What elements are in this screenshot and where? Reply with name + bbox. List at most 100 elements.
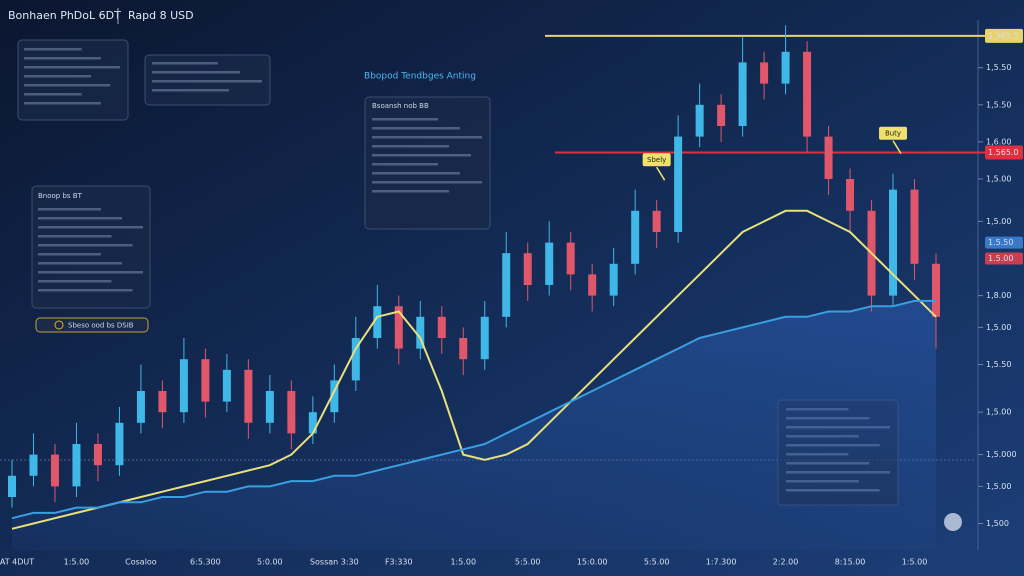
x-tick-label: 5:5.00 — [515, 558, 541, 567]
y-tick-label: 1,5.50 — [986, 63, 1011, 72]
panel-title: Bbopod Tendbges Anting — [364, 72, 476, 82]
text-line — [372, 181, 482, 184]
candle-body — [373, 306, 382, 338]
text-line — [24, 48, 82, 51]
y-tick-label: 1,5.50 — [986, 100, 1011, 109]
text-line — [24, 75, 92, 78]
candle-body — [93, 444, 102, 466]
text-line — [38, 217, 122, 220]
candle-body — [760, 62, 769, 84]
y-tick-label: 1,500 — [986, 519, 1009, 528]
text-line — [372, 190, 449, 193]
candle-body — [781, 51, 790, 84]
level-label: 1.565.5 — [988, 31, 1019, 40]
text-line — [372, 172, 460, 175]
text-line — [38, 262, 122, 265]
y-tick-label: 1,5.000 — [986, 450, 1017, 459]
candle-body — [695, 104, 704, 137]
text-line — [24, 93, 82, 96]
panel — [17, 39, 129, 121]
panel-title: Bnoop bs BT — [38, 192, 83, 200]
candle-body — [824, 136, 833, 179]
y-tick-label: 1,5.00 — [986, 482, 1011, 491]
candle-body — [201, 359, 210, 402]
y-tick-label: 1,5.00 — [986, 217, 1011, 226]
panel — [31, 185, 151, 309]
coin-icon — [54, 320, 64, 330]
y-tick-label: 1,5.00 — [986, 323, 1011, 332]
candle-body — [717, 104, 726, 126]
candle-body — [179, 359, 188, 413]
candle-body — [738, 62, 747, 126]
candle-body — [480, 316, 489, 360]
y-tick-label: 1,5.00 — [986, 175, 1011, 184]
text-line — [38, 244, 133, 247]
candle-body — [437, 316, 446, 338]
text-line — [152, 89, 229, 92]
annotation-arrow — [656, 166, 666, 181]
marker-badge — [985, 252, 1023, 265]
candle-body — [609, 263, 618, 296]
x-tick-label: 5:0.00 — [257, 558, 283, 567]
annotation-text: Buty — [885, 130, 901, 138]
text-line — [38, 235, 112, 238]
marker-label: 1.5.50 — [988, 238, 1013, 247]
candle-body — [416, 316, 425, 349]
candle-body — [631, 210, 640, 264]
candle-body — [330, 380, 339, 413]
coin-label: Sbeso ood bs DSIB — [68, 322, 134, 330]
candle-body — [50, 454, 59, 487]
x-tick-label: 15:0.00 — [577, 558, 608, 567]
button[interactable] — [944, 513, 962, 531]
level-label: 1.565.0 — [988, 148, 1019, 157]
text-line — [24, 57, 101, 60]
x-tick-label: 8:15.00 — [835, 558, 866, 567]
annotation-text: Sbely — [647, 156, 666, 164]
candle-body — [158, 391, 167, 413]
marker-label: 1.5.00 — [988, 254, 1013, 263]
candle-body — [244, 369, 253, 423]
text-line — [38, 289, 133, 292]
header-title: Bonhaen PhDoL 6DT — [8, 9, 121, 22]
candle-body — [29, 454, 38, 476]
text-line — [152, 80, 262, 83]
annotation-arrow — [892, 140, 902, 155]
text-line — [24, 66, 120, 69]
candle-body — [72, 444, 81, 487]
x-tick-label: Cosaloo — [125, 558, 157, 567]
text-line — [38, 271, 143, 274]
text-line — [38, 208, 101, 211]
candle-body — [287, 391, 296, 434]
candle-body — [545, 242, 554, 285]
x-tick-label: F3:330 — [385, 558, 413, 567]
x-tick-label: 1:5.00 — [902, 558, 928, 567]
y-tick-label: 1,5.50 — [986, 360, 1011, 369]
text-line — [372, 136, 482, 139]
candle-body — [222, 369, 231, 402]
candle-body — [674, 136, 683, 232]
header-pair: Rapd 8 USD — [128, 9, 194, 22]
candle-body — [846, 179, 855, 211]
panel-title: Bsoansh nob BB — [372, 102, 429, 110]
candle-body — [588, 274, 597, 296]
candle-body — [523, 253, 532, 285]
y-tick-label: 1,5.00 — [986, 408, 1011, 417]
text-line — [38, 226, 143, 229]
text-line — [372, 154, 471, 157]
candle-body — [910, 189, 919, 264]
text-line — [152, 71, 240, 74]
x-tick-label: 2:2.00 — [773, 558, 799, 567]
candle-body — [932, 263, 940, 317]
average-line — [11, 299, 936, 520]
annotation-box — [642, 153, 671, 167]
candle-body — [502, 253, 511, 317]
level-badge — [985, 145, 1023, 160]
candle-body — [308, 412, 317, 434]
y-tick-label: 1,6.00 — [986, 137, 1011, 146]
x-tick-label: EoAT 4DUT — [0, 558, 34, 567]
text-line — [372, 118, 438, 121]
x-tick-label: 1:5.00 — [450, 558, 476, 567]
x-tick-label: 1:5.00 — [64, 558, 90, 567]
y-tick-label: 1,8.00 — [986, 291, 1011, 300]
